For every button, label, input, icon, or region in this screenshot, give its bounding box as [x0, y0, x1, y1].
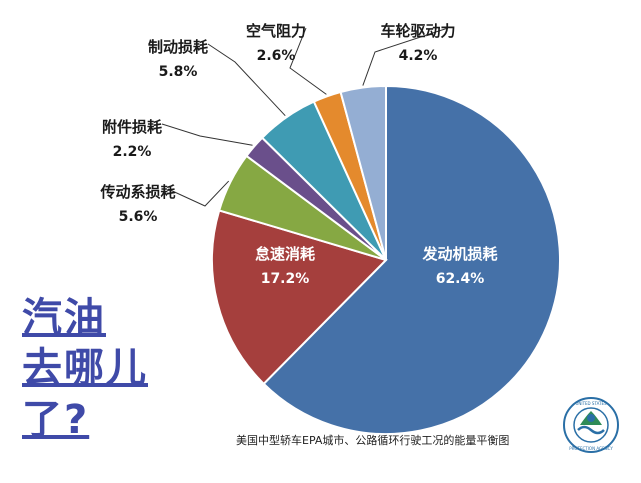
slice-label: 制动损耗: [148, 38, 208, 56]
slice-labels: 发动机损耗 62.4% 怠速消耗 17.2% 传动系损耗 5.6% 附件损耗 2.2% 制动损耗…: [99, 22, 497, 287]
leader-line: [167, 180, 230, 207]
slice-label: 发动机损耗: [421, 245, 497, 263]
slice-label: 传动系损耗: [99, 183, 175, 201]
slice-value-label: 4.2%: [399, 48, 438, 64]
side-title-line-1: 汽油: [22, 295, 106, 341]
chart-caption: 美国中型轿车EPA城市、公路循环行驶工况的能量平衡图: [236, 434, 510, 447]
side-title-line-2: 去哪儿: [22, 345, 148, 391]
epa-seal-icon: UNITED STATES PROTECTION AGENCY: [563, 397, 619, 453]
side-title-line-3: 了?: [22, 397, 90, 443]
leader-line: [362, 27, 449, 86]
slice-value-label: 2.2%: [113, 144, 152, 160]
leader-line: [207, 43, 286, 117]
slice-label: 附件损耗: [102, 118, 162, 136]
slice-label: 空气阻力: [246, 22, 306, 40]
pie-slice: [339, 84, 387, 261]
leader-line: [289, 27, 327, 95]
slice-value-label: 5.8%: [159, 64, 198, 80]
pie-slices: [211, 84, 561, 435]
leader-lines: [161, 27, 449, 207]
slice-value-label: 5.6%: [119, 209, 158, 225]
slice-value-label: 17.2%: [261, 271, 310, 287]
svg-text:UNITED STATES: UNITED STATES: [575, 401, 606, 406]
slice-value-label: 2.6%: [257, 48, 296, 64]
svg-text:PROTECTION AGENCY: PROTECTION AGENCY: [569, 446, 613, 451]
leader-line: [161, 123, 253, 146]
pie-slice: [262, 84, 561, 435]
pie-slice: [211, 209, 388, 386]
slice-label: 怠速消耗: [255, 245, 315, 263]
slice-label: 车轮驱动力: [380, 22, 455, 40]
slice-value-label: 62.4%: [436, 271, 485, 287]
